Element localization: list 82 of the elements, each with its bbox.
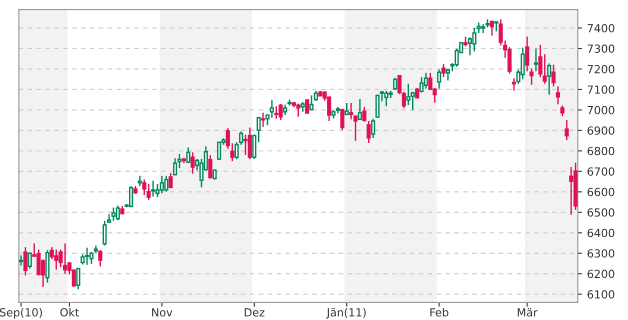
candlestick [556, 86, 560, 106]
y-tick-label: 6100 [588, 290, 614, 299]
x-tick-label: Jän(11) [326, 308, 366, 319]
y-tick-label: 7300 [588, 44, 614, 53]
y-tick-label: 7000 [588, 106, 614, 114]
candlestick [76, 268, 80, 290]
y-tick-label: 6400 [588, 228, 614, 238]
x-tick-label: Nov [152, 308, 172, 317]
candlestick [564, 119, 569, 141]
candlestick [512, 78, 516, 92]
candlestick [437, 68, 442, 90]
candlestick [62, 242, 68, 274]
candlestick [243, 134, 248, 156]
candlestick [111, 206, 116, 222]
candlestick [261, 112, 266, 128]
y-tick-label: 6900 [588, 126, 614, 135]
candlestick [569, 166, 574, 216]
candlestick [168, 172, 173, 190]
candlestick [534, 48, 538, 72]
y-tick-label: 7200 [588, 64, 614, 74]
candlestick [208, 154, 212, 180]
candlestick [375, 94, 380, 118]
candlestick [547, 62, 552, 96]
candlestick [98, 249, 102, 268]
candlestick [102, 220, 107, 246]
candlestick [28, 252, 32, 270]
x-tick-label: Mär [518, 308, 538, 317]
y-tick-label: 6300 [588, 249, 614, 258]
candlestick [138, 175, 142, 187]
candlestick [164, 175, 168, 192]
y-tick-label: 6700 [588, 167, 614, 176]
y-tick-label: 6600 [588, 188, 614, 196]
candlestick [116, 204, 120, 221]
x-tick-label: Sep(10) [0, 308, 42, 319]
candlestick [415, 87, 420, 100]
candlestick [80, 254, 85, 266]
candlestick [173, 158, 178, 176]
candlestick [419, 76, 424, 94]
candlestick [248, 126, 252, 160]
candlestick [309, 94, 314, 112]
candlestick [186, 146, 190, 164]
candlestick [551, 64, 556, 88]
candlestick [424, 72, 428, 90]
x-tick-label: Okt [60, 308, 79, 317]
candlestick [84, 247, 90, 266]
candlestick [54, 248, 58, 270]
candlestick [366, 120, 371, 144]
candlestick [190, 152, 195, 174]
candlestick [18, 254, 24, 266]
candlestick [270, 99, 274, 118]
candlestick [520, 46, 525, 80]
candlestick [340, 108, 344, 131]
y-tick-label: 7100 [588, 85, 614, 94]
candlestick [23, 246, 28, 276]
y-tick-label: 7400 [588, 24, 614, 32]
candlestick [252, 134, 256, 160]
candlestick [177, 153, 182, 169]
candlestick [529, 68, 534, 86]
candlestick [490, 20, 494, 36]
x-tick-label: Dez [244, 308, 264, 317]
candlestick [393, 77, 398, 91]
candlestick [441, 63, 446, 78]
candlestick [305, 98, 310, 114]
y-tick-label: 6800 [588, 146, 614, 156]
candlestick [300, 101, 305, 112]
candlestick [217, 140, 222, 161]
candlestick [463, 36, 468, 48]
candlestick [560, 104, 564, 117]
candlestick [358, 98, 362, 120]
candlestick [525, 36, 530, 72]
x-tick-label: Feb [430, 308, 448, 317]
y-tick-label: 6500 [588, 208, 614, 217]
candlestick [151, 180, 156, 198]
candlestick [142, 178, 146, 196]
candlestick [283, 104, 288, 116]
candlestick [362, 106, 366, 122]
candlestick [344, 102, 349, 116]
candlestick [494, 21, 498, 32]
y-tick-label: 6200 [588, 270, 614, 278]
candlestick [371, 118, 376, 139]
candlestick [296, 102, 300, 118]
candlestick [349, 102, 354, 120]
